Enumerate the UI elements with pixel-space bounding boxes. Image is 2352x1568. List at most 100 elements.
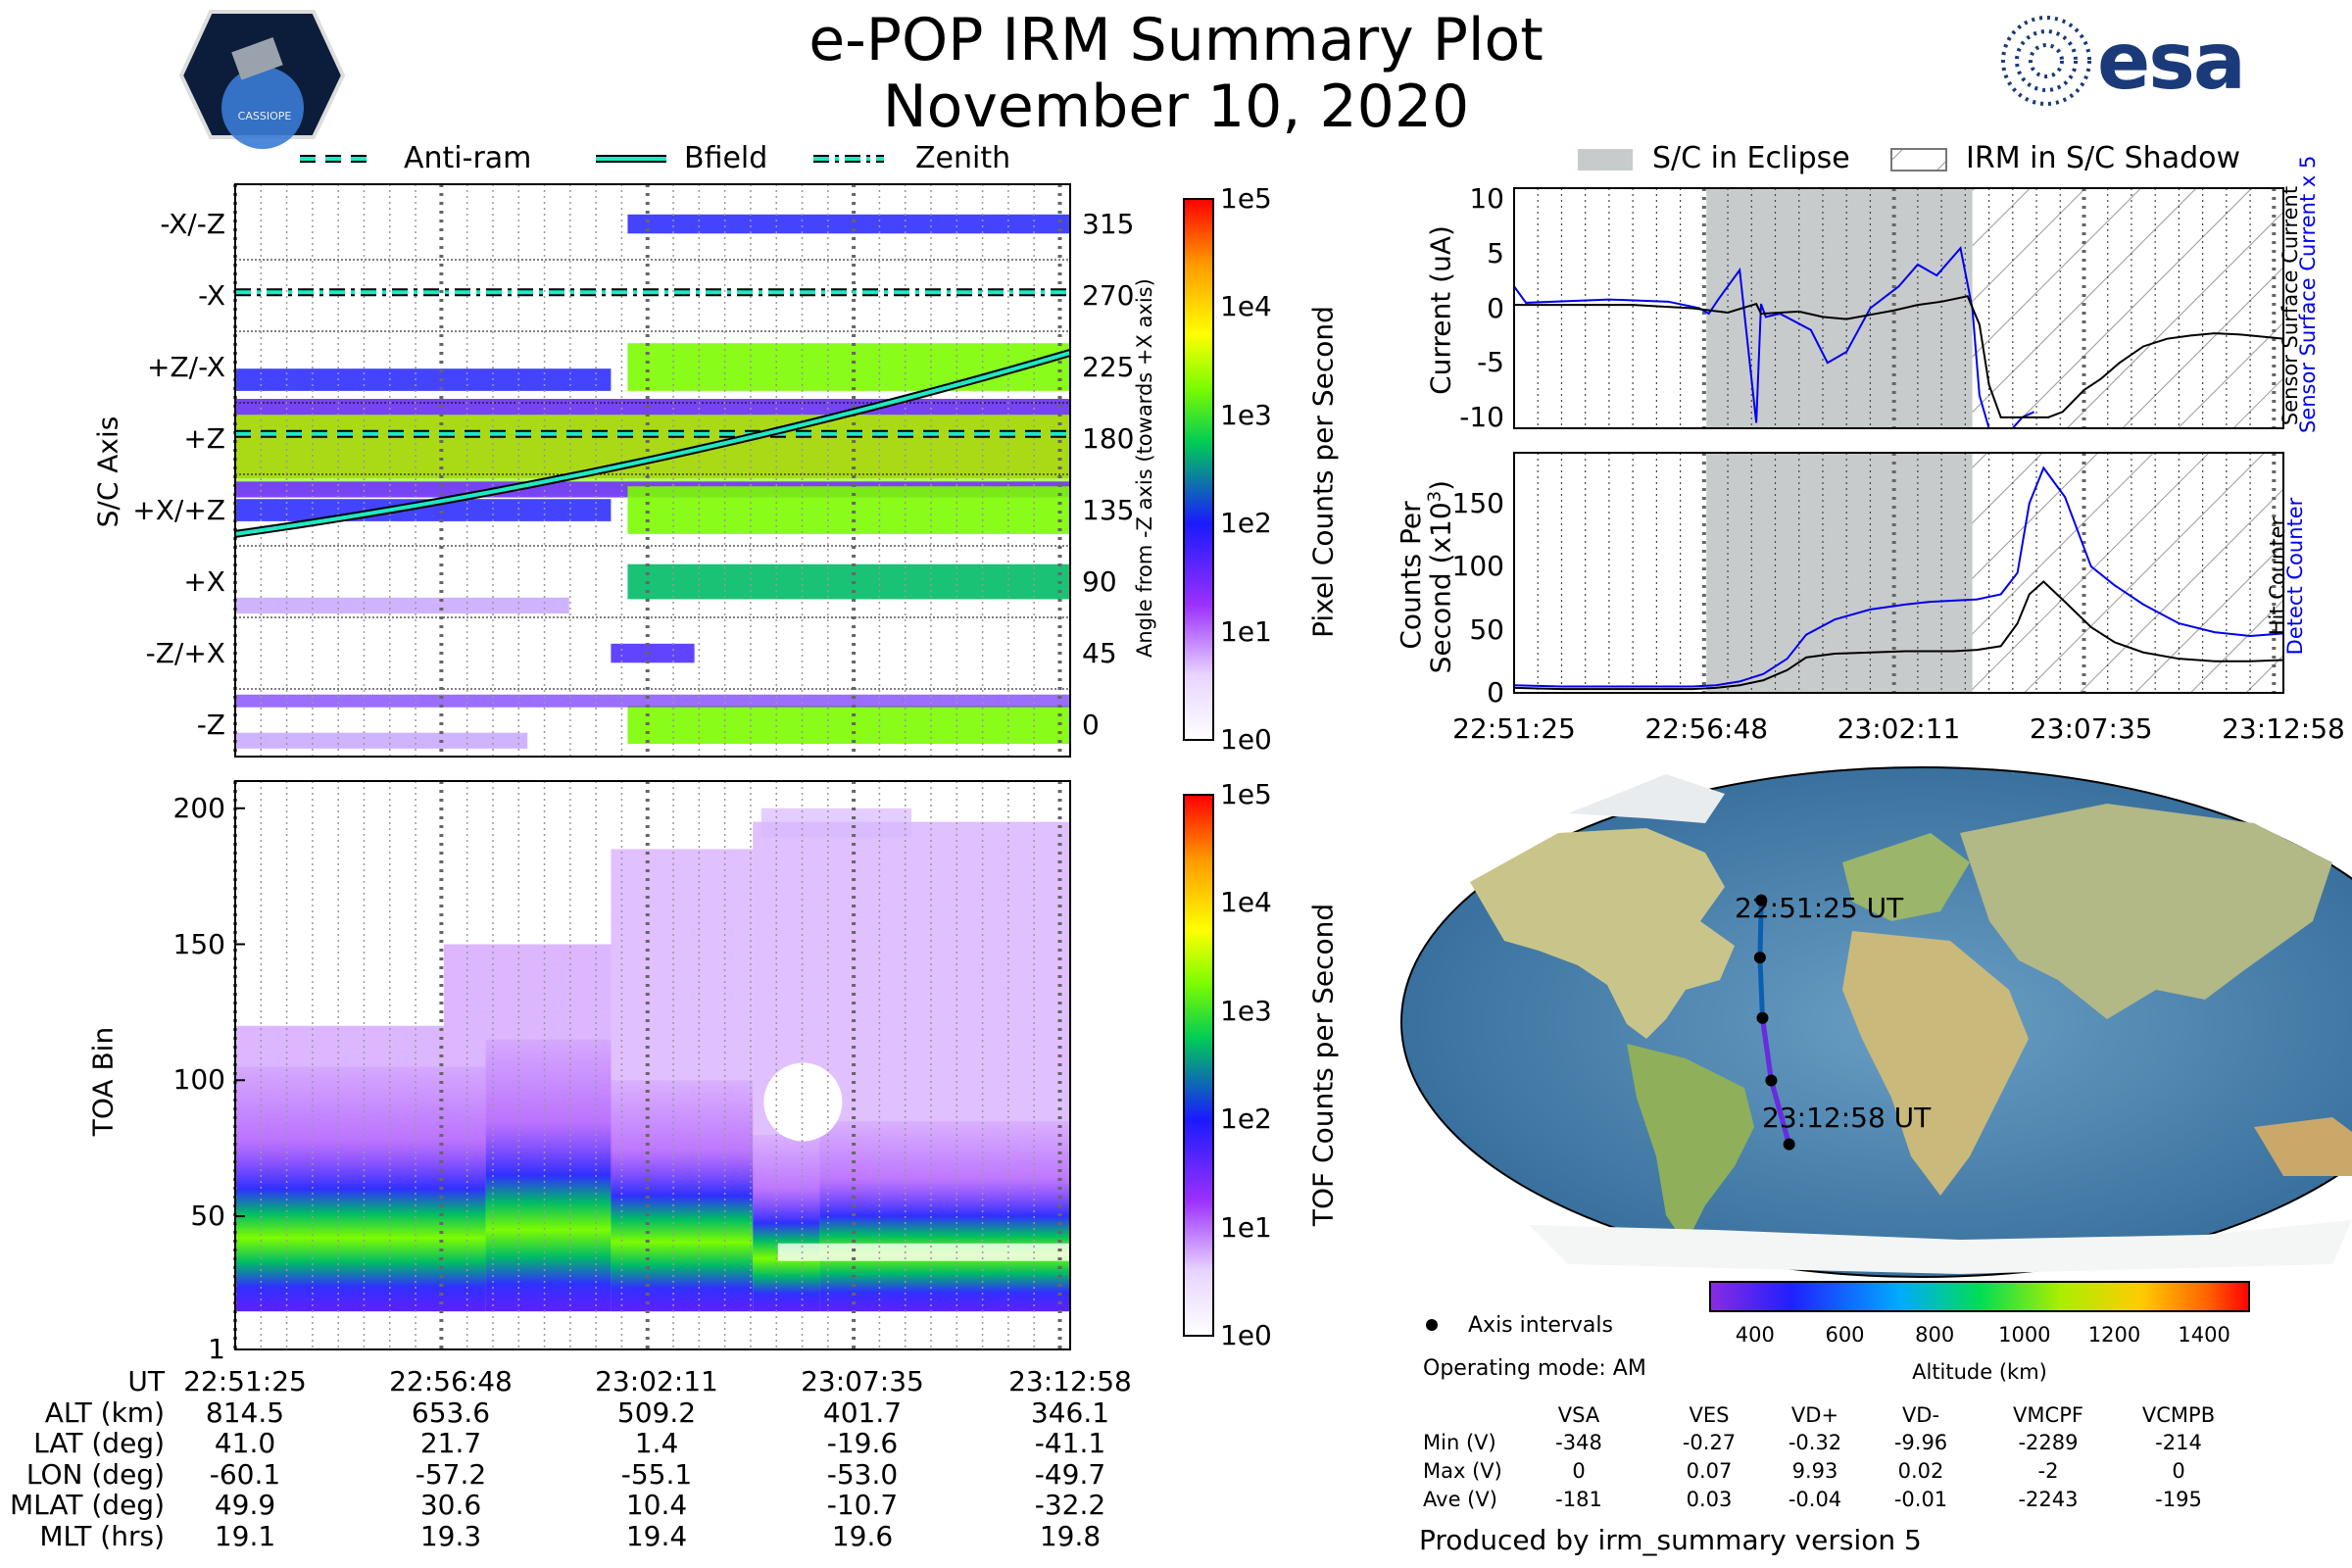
- pixel-axis-tick: +X: [183, 564, 225, 598]
- ephem-cell: 19.3: [419, 1519, 482, 1552]
- current-y-tick: -5: [1477, 346, 1504, 379]
- toa-band: [235, 1066, 486, 1312]
- pixel-band: [627, 214, 1070, 234]
- pixel-colorbar-label: Pixel Counts per Second: [1306, 306, 1340, 638]
- toa-gap: [777, 1243, 1070, 1261]
- ephem-row-label: LAT (deg): [33, 1427, 165, 1459]
- esa-logo: [2001, 16, 2091, 106]
- eclipse-shading: [1706, 188, 1973, 428]
- ephem-cell: 22:51:25: [183, 1365, 307, 1397]
- legend-anti-ram: Anti-ram: [404, 141, 532, 175]
- ephem-cell: 23:02:11: [595, 1365, 718, 1397]
- ephem-cell: -49.7: [1034, 1457, 1106, 1491]
- vtable-header: VES: [1689, 1403, 1730, 1427]
- ephem-row-label: UT: [127, 1365, 165, 1397]
- ephem-cell: 19.6: [831, 1519, 894, 1552]
- toa-y-tick: 50: [190, 1200, 225, 1233]
- pixel-band: [627, 343, 1070, 391]
- altitude-tick: 1000: [1998, 1323, 2051, 1347]
- vtable-cell: -0.04: [1788, 1488, 1842, 1511]
- map-land: [1470, 774, 2352, 1274]
- toa-noise: [760, 808, 912, 838]
- orbit-point: [1755, 894, 1768, 906]
- colorbar-tick: 1e1: [1220, 1210, 1272, 1244]
- colorbar-tick: 1e4: [1220, 886, 1272, 919]
- time-x-tick: 22:51:25: [1452, 712, 1576, 745]
- vtable-cell: 9.93: [1791, 1459, 1838, 1483]
- map-start-label: 22:51:25 UT: [1735, 892, 1904, 924]
- toa-heatmap: [235, 808, 1070, 1312]
- altitude-colorbar: [1709, 1281, 2250, 1312]
- vtable-cell: -2289: [2018, 1431, 2079, 1454]
- toa-y-tick: 1: [208, 1333, 225, 1365]
- current-panel: [1513, 187, 2284, 429]
- colorbar-tick: 1e5: [1220, 778, 1272, 810]
- ephem-cell: 23:07:35: [801, 1365, 924, 1397]
- ephem-cell: 41.0: [214, 1427, 276, 1459]
- colorbar-tick: 1e3: [1220, 994, 1272, 1027]
- pixel-band: [235, 732, 528, 749]
- altitude-tick: 1200: [2087, 1323, 2141, 1347]
- vtable-cell: 0.07: [1686, 1459, 1733, 1483]
- current-ylabel: Current (uA): [1424, 225, 1457, 395]
- pixel-band: [235, 399, 1070, 416]
- pixel-right-ylabel: Angle from -Z axis (towards +X axis): [1133, 278, 1156, 658]
- vtable-cell: -0.32: [1788, 1431, 1842, 1454]
- axis-intervals-label: Axis intervals: [1468, 1313, 1613, 1338]
- orbit-point: [1783, 1138, 1795, 1151]
- vtable-row-label: Min (V): [1423, 1431, 1496, 1454]
- pixel-angle-tick: 270: [1082, 278, 1135, 312]
- pixel-angle-tick: 180: [1082, 421, 1135, 455]
- ephem-cell: 346.1: [1030, 1396, 1110, 1429]
- ephem-cell: 814.5: [205, 1396, 285, 1429]
- pixel-axis-tick: +Z: [183, 421, 225, 455]
- altitude-tick: 600: [1825, 1323, 1865, 1347]
- pixel-axis-tick: -X/-Z: [160, 207, 225, 240]
- toa-colorbar: [1183, 794, 1214, 1337]
- ephem-cell: 10.4: [625, 1489, 688, 1521]
- ephem-cell: 30.6: [419, 1489, 482, 1521]
- page-title: e-POP IRM Summary Plot: [808, 6, 1544, 74]
- series-line: [1513, 580, 2284, 691]
- counts-y-tick: 150: [1451, 486, 1504, 519]
- ephem-cell: -55.1: [620, 1457, 693, 1491]
- ephem-cell: -57.2: [415, 1457, 487, 1491]
- colorbar-tick: 1e5: [1220, 182, 1272, 215]
- ephem-cell: 19.4: [625, 1519, 688, 1552]
- cassiope-logo: [178, 10, 346, 149]
- pixel-spectrogram-panel: [233, 183, 1072, 758]
- pixel-band: [627, 564, 1070, 600]
- pixel-angle-tick: 90: [1082, 564, 1117, 598]
- toa-colorbar-label: TOF Counts per Second: [1306, 903, 1340, 1227]
- counts-y-tick: 50: [1469, 612, 1504, 646]
- ephem-row-label: MLT (hrs): [39, 1519, 165, 1552]
- vtable-cell: 0.03: [1686, 1488, 1733, 1511]
- vtable-cell: -348: [1555, 1431, 1602, 1454]
- vtable-header: VMCPF: [2013, 1403, 2083, 1427]
- pixel-angle-tick: 135: [1082, 493, 1135, 526]
- vtable-cell: -0.01: [1893, 1488, 1948, 1511]
- counts-ylabel-line2: Second (x103): [1424, 479, 1457, 674]
- legend-zenith: Zenith: [915, 141, 1011, 175]
- ephem-cell: -60.1: [209, 1457, 281, 1491]
- ephem-cell: -53.0: [826, 1457, 899, 1491]
- vtable-cell: -2: [2037, 1459, 2059, 1483]
- altitude-tick: 400: [1735, 1323, 1775, 1347]
- pixel-colorbar: [1183, 198, 1214, 741]
- orbit-point: [1756, 1011, 1769, 1024]
- pixel-angle-tick: 0: [1082, 708, 1100, 741]
- colorbar-tick: 1e2: [1220, 507, 1272, 540]
- pixel-band: [235, 694, 1070, 708]
- current-y-tick: 5: [1487, 236, 1504, 270]
- toa-y-tick: 100: [172, 1063, 225, 1097]
- ephem-row-label: LON (deg): [25, 1457, 165, 1491]
- legend-bfield: Bfield: [684, 141, 768, 175]
- altitude-tick: 1400: [2178, 1323, 2230, 1347]
- vtable-cell: -0.27: [1682, 1431, 1737, 1454]
- eclipse-shading: [1706, 453, 1973, 693]
- current-y-tick: -10: [1459, 400, 1504, 433]
- pixel-band: [235, 368, 612, 391]
- vtable-cell: -9.96: [1893, 1431, 1948, 1454]
- altitude-label: Altitude (km): [1912, 1360, 2047, 1384]
